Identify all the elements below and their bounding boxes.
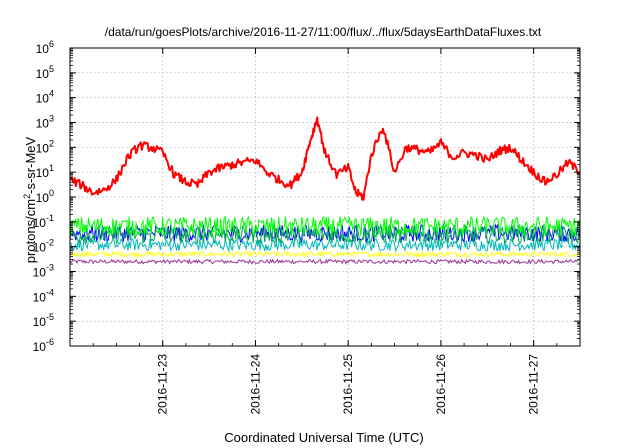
y-tick-label: 100 (36, 188, 54, 205)
y-tick-labels: 10-6 10-5 10-4 10-3 10-2 10-1 100 101 102 103 104 1… (33, 39, 54, 354)
y-tick-label: 10-5 (33, 312, 54, 329)
series-line (69, 236, 581, 253)
x-axis-title: Coordinated Universal Time (UTC) (224, 430, 423, 445)
x-tick-label: 2016-11-26 (434, 354, 448, 415)
chart-title: /data/run/goesPlots/archive/2016-11-27/1… (105, 25, 542, 39)
series-line (69, 249, 581, 259)
y-tick-label: 105 (36, 64, 54, 81)
x-tick-labels: 2016-11-23 2016-11-24 2016-11-25 2016-11-26… (156, 354, 541, 415)
y-tick-label: 10-4 (33, 287, 54, 304)
x-tick-label: 2016-11-25 (341, 354, 355, 415)
x-tick-label: 2016-11-24 (248, 354, 262, 415)
x-tick-label: 2016-11-23 (156, 354, 170, 415)
series-layer (69, 116, 581, 265)
series-line (69, 215, 581, 238)
y-tick-label: 104 (36, 89, 54, 106)
y-axis-title: protons/cm2-s-sr-MeV (22, 136, 38, 263)
y-tick-label: 10-3 (33, 263, 54, 280)
x-tick-label: 2016-11-27 (527, 354, 541, 415)
series-line (69, 258, 580, 265)
y-tick-label: 103 (36, 114, 54, 131)
y-tick-label: 10-2 (33, 238, 54, 255)
y-tick-label: 102 (36, 138, 54, 155)
series-line (69, 224, 581, 246)
y-tick-label: 101 (36, 163, 54, 180)
grid (70, 48, 580, 346)
y-tick-label: 10-6 (33, 337, 54, 354)
y-tick-label: 10-1 (33, 213, 54, 230)
y-tick-label: 106 (36, 39, 54, 56)
ticks (69, 47, 581, 347)
series-line-main (69, 116, 581, 201)
